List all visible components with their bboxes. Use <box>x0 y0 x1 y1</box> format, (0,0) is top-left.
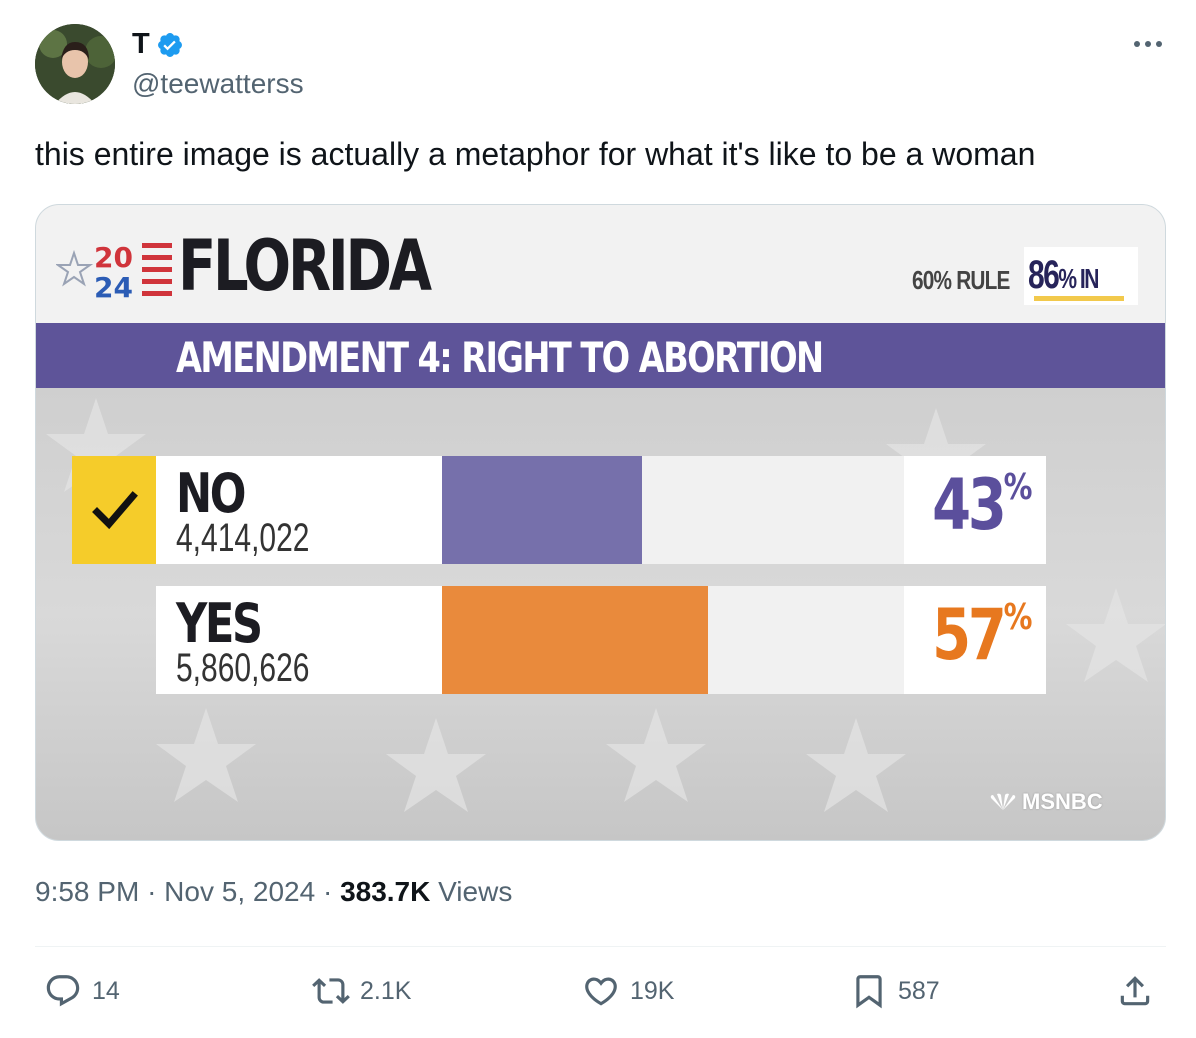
headline-band: AMENDMENT 4: RIGHT TO ABORTION <box>36 323 1165 388</box>
display-name[interactable]: T <box>132 28 150 60</box>
svg-text:20: 20 <box>94 241 133 274</box>
state-title: FLORIDA <box>178 225 432 307</box>
author-name-row: T <box>132 28 184 61</box>
more-icon[interactable] <box>1130 30 1166 58</box>
result-votes: 5,860,626 <box>176 646 310 690</box>
result-percent: 43% <box>931 464 1032 546</box>
svg-text:24: 24 <box>94 271 133 304</box>
network-name: MSNBC <box>1022 789 1103 814</box>
reporting-unit: % IN <box>1058 263 1099 294</box>
reporting-bar <box>1034 296 1124 301</box>
result-bar-yes <box>442 586 708 694</box>
tweet-time[interactable]: 9:58 PM <box>35 876 140 907</box>
winner-check <box>72 456 158 564</box>
divider <box>35 946 1166 947</box>
views-count: 383.7K <box>340 876 431 907</box>
result-bar-track <box>442 456 904 564</box>
reply-count: 14 <box>92 976 120 1005</box>
share-icon <box>1120 976 1150 1006</box>
bookmark-button[interactable]: 587 <box>850 972 940 1010</box>
checkmark-icon <box>92 491 138 530</box>
bookmark-icon <box>856 975 882 1009</box>
tweet-meta: 9:58 PM · Nov 5, 2024 · 383.7K Views <box>35 876 512 908</box>
result-percent-box: 43% <box>908 456 1046 564</box>
result-percent-box: 57% <box>908 586 1046 694</box>
reporting-value: 86 <box>1028 253 1060 297</box>
peacock-icon <box>990 793 1016 810</box>
result-bar-no <box>442 456 642 564</box>
reporting-text: 86% IN <box>1028 253 1099 298</box>
author-handle[interactable]: @teewatterss <box>132 68 304 99</box>
reporting-badge: 86% IN <box>1024 247 1138 305</box>
repost-button[interactable]: 2.1K <box>312 972 411 1010</box>
tweet-text: this entire image is actually a metaphor… <box>35 136 1036 172</box>
rule-text: 60% RULE <box>912 265 1010 295</box>
meta-separator: · <box>147 876 157 907</box>
like-count: 19K <box>630 976 675 1005</box>
verified-badge-icon <box>156 31 184 59</box>
share-button[interactable] <box>1116 972 1154 1010</box>
repost-count: 2.1K <box>360 976 412 1005</box>
result-label: NO <box>176 462 246 525</box>
tweet-date[interactable]: Nov 5, 2024 <box>164 876 316 907</box>
result-row-no: NO 4,414,022 43% <box>156 456 1046 564</box>
like-button[interactable]: 19K <box>582 972 674 1010</box>
result-row-yes: YES 5,860,626 57% <box>156 586 1046 694</box>
result-bar-track <box>442 586 904 694</box>
reply-button[interactable]: 14 <box>44 972 120 1010</box>
views-label: Views <box>438 876 513 907</box>
election-2024-logo: 20 24 <box>54 233 178 305</box>
result-label: YES <box>176 592 263 655</box>
result-votes: 4,414,022 <box>176 516 310 560</box>
result-percent: 57% <box>931 594 1032 676</box>
headline-text: AMENDMENT 4: RIGHT TO ABORTION <box>176 333 824 382</box>
network-logo: MSNBC <box>988 789 1103 815</box>
like-icon <box>585 977 617 1006</box>
star-icon <box>54 249 94 287</box>
repost-icon <box>312 978 350 1004</box>
tweet-media[interactable]: 20 24 FLORIDA 60% RULE 86% IN AMENDMENT … <box>35 204 1166 841</box>
meta-separator: · <box>322 876 333 907</box>
media-header <box>36 205 1165 323</box>
avatar[interactable] <box>35 24 115 104</box>
bookmark-count: 587 <box>898 976 940 1005</box>
reply-icon <box>46 975 80 1007</box>
